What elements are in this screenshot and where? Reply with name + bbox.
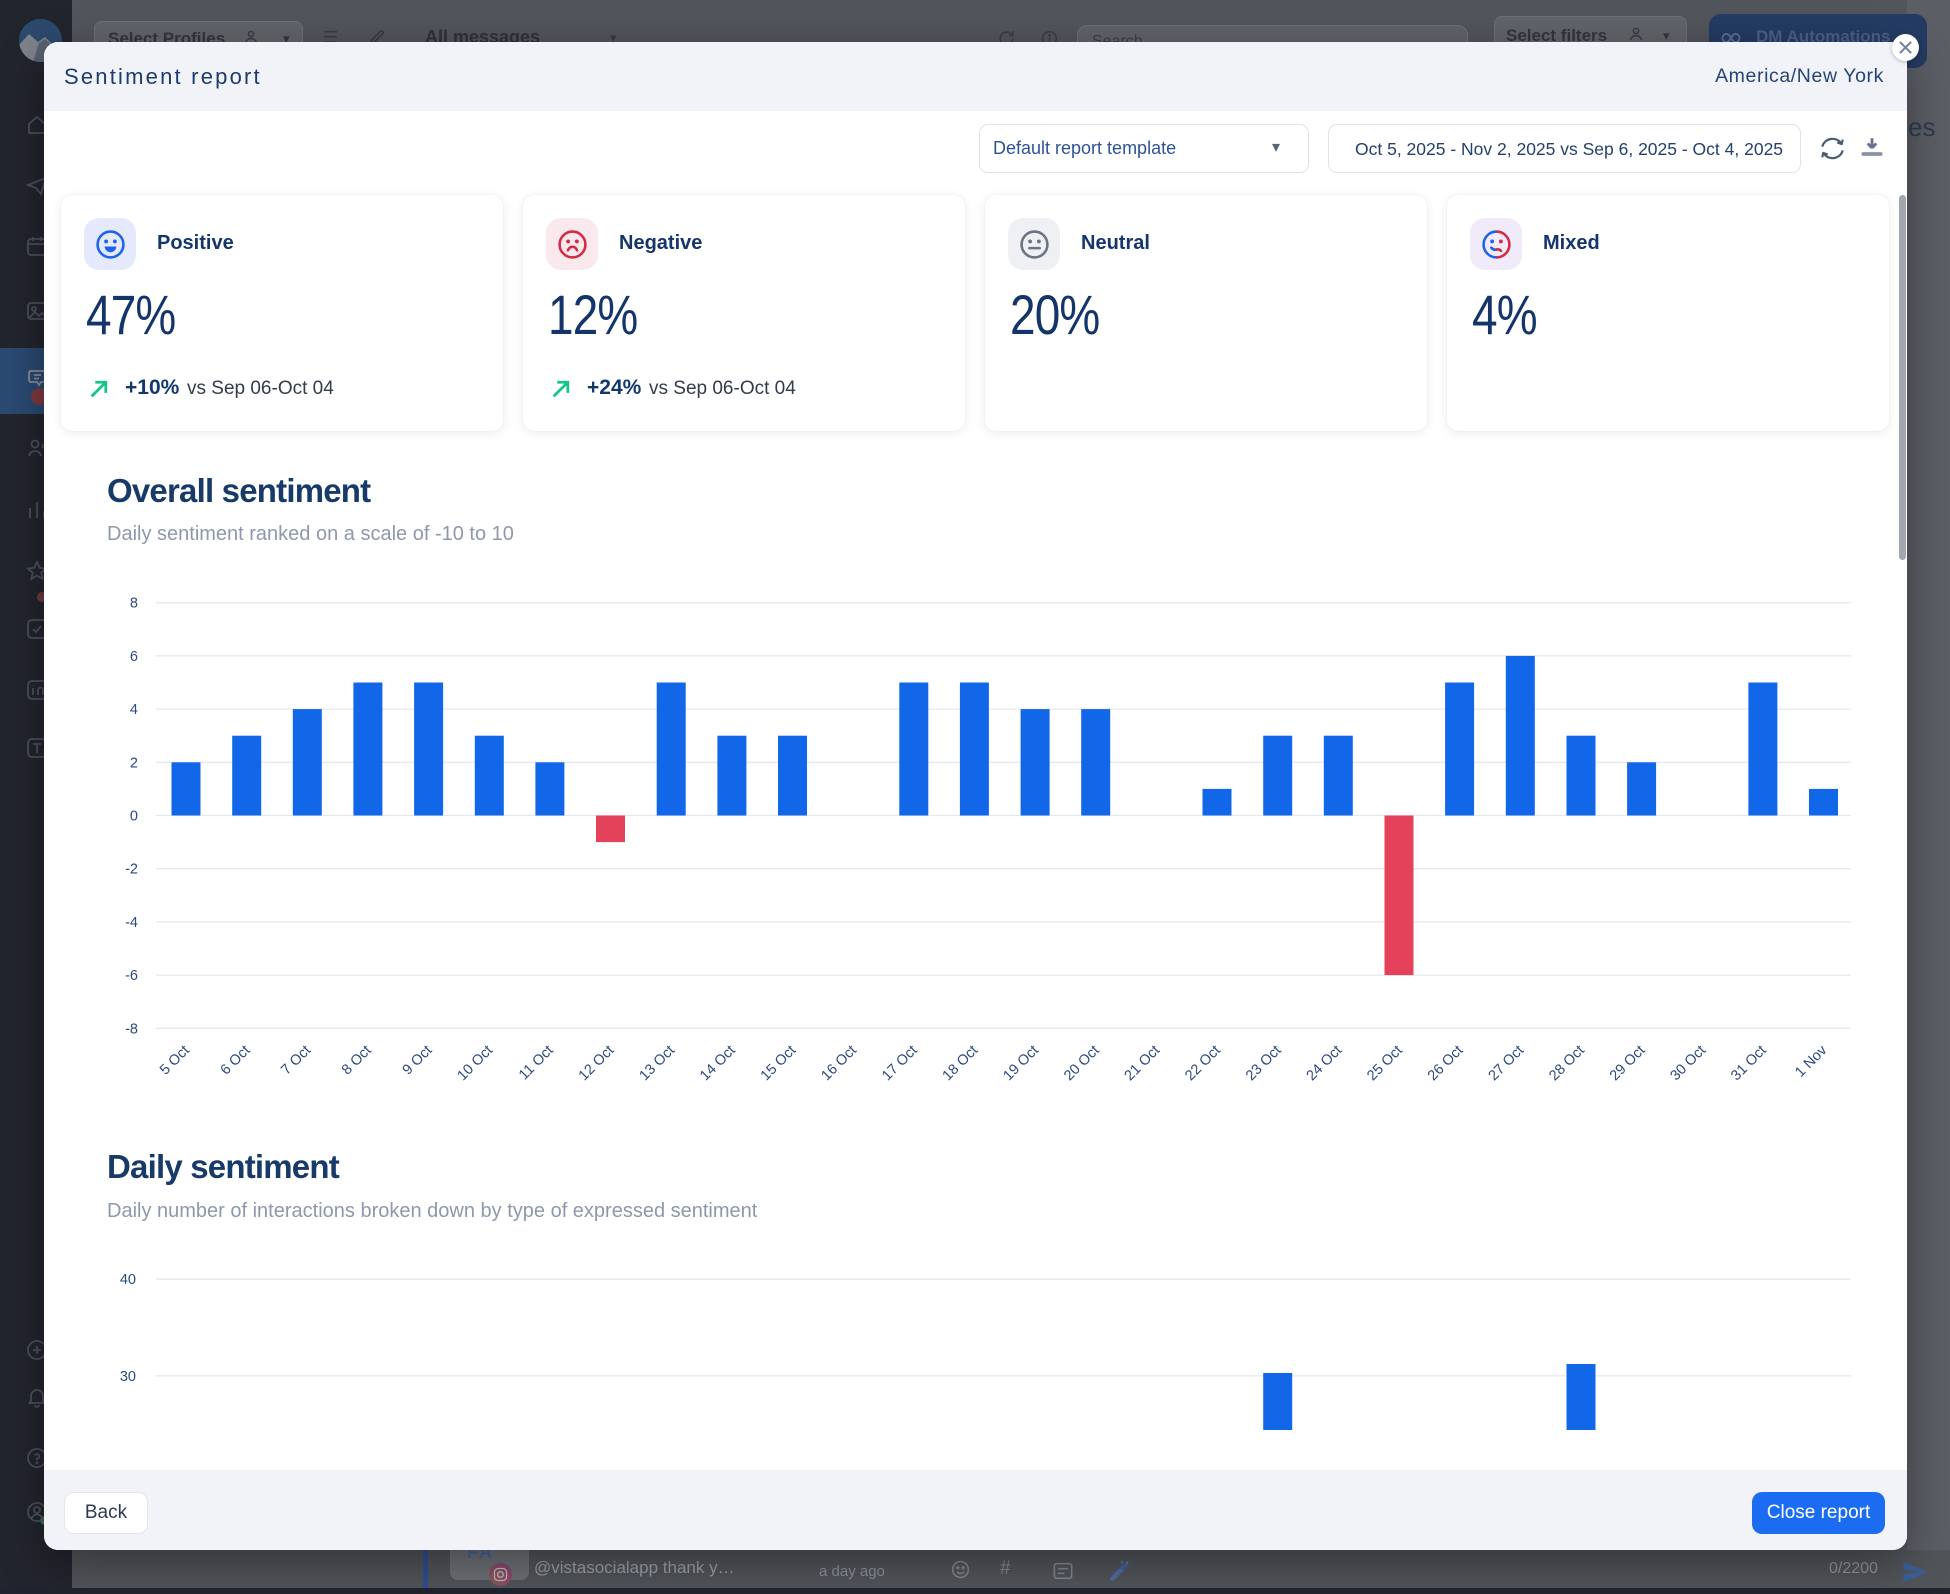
- svg-text:4: 4: [130, 702, 138, 718]
- svg-text:-4: -4: [125, 915, 138, 931]
- svg-text:-8: -8: [125, 1021, 138, 1037]
- svg-text:0: 0: [130, 809, 138, 825]
- svg-text:29 Oct: 29 Oct: [1607, 1043, 1649, 1085]
- svg-text:19 Oct: 19 Oct: [1000, 1043, 1042, 1085]
- svg-text:22 Oct: 22 Oct: [1182, 1043, 1224, 1085]
- svg-text:31 Oct: 31 Oct: [1728, 1043, 1770, 1085]
- svg-text:27 Oct: 27 Oct: [1486, 1043, 1528, 1085]
- svg-text:13 Oct: 13 Oct: [637, 1043, 679, 1085]
- svg-text:12 Oct: 12 Oct: [576, 1043, 618, 1085]
- svg-text:8 Oct: 8 Oct: [339, 1043, 375, 1079]
- svg-text:6 Oct: 6 Oct: [218, 1043, 254, 1079]
- svg-text:18 Oct: 18 Oct: [940, 1043, 982, 1085]
- svg-text:30: 30: [120, 1369, 136, 1385]
- svg-text:24 Oct: 24 Oct: [1304, 1043, 1346, 1085]
- svg-text:28 Oct: 28 Oct: [1546, 1043, 1588, 1085]
- svg-text:9 Oct: 9 Oct: [400, 1043, 436, 1079]
- svg-text:26 Oct: 26 Oct: [1425, 1043, 1467, 1085]
- svg-text:8: 8: [130, 596, 138, 612]
- svg-text:20 Oct: 20 Oct: [1061, 1043, 1103, 1085]
- svg-text:5 Oct: 5 Oct: [157, 1043, 193, 1079]
- svg-text:2: 2: [130, 755, 138, 771]
- svg-text:15 Oct: 15 Oct: [758, 1043, 800, 1085]
- svg-text:14 Oct: 14 Oct: [697, 1043, 739, 1085]
- svg-text:17 Oct: 17 Oct: [879, 1043, 921, 1085]
- svg-text:7 Oct: 7 Oct: [278, 1043, 314, 1079]
- svg-text:16 Oct: 16 Oct: [818, 1043, 860, 1085]
- svg-text:-6: -6: [125, 968, 138, 984]
- svg-text:11 Oct: 11 Oct: [516, 1043, 557, 1084]
- svg-text:21 Oct: 21 Oct: [1122, 1043, 1164, 1085]
- svg-text:6: 6: [130, 649, 138, 665]
- svg-text:-2: -2: [125, 862, 138, 878]
- svg-text:10 Oct: 10 Oct: [455, 1043, 497, 1085]
- svg-text:1 Nov: 1 Nov: [1792, 1042, 1831, 1081]
- svg-text:23 Oct: 23 Oct: [1243, 1043, 1285, 1085]
- svg-text:40: 40: [120, 1272, 136, 1288]
- svg-text:25 Oct: 25 Oct: [1364, 1043, 1406, 1085]
- svg-text:30 Oct: 30 Oct: [1668, 1043, 1710, 1085]
